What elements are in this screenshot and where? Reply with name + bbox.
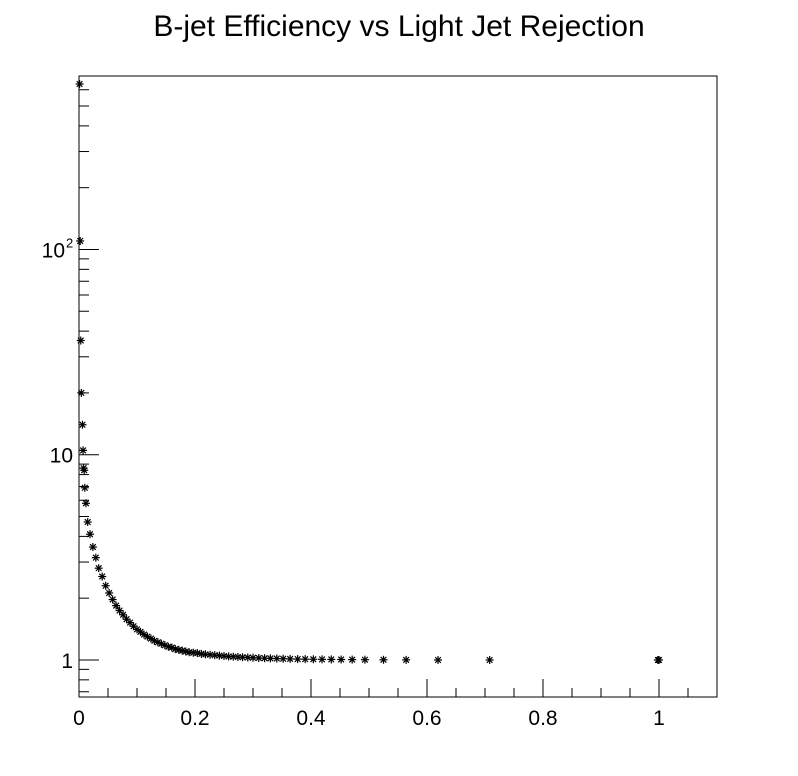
chart-title: B-jet Efficiency vs Light Jet Rejection [153, 10, 644, 43]
data-point [243, 653, 252, 662]
data-point [655, 655, 663, 664]
data-point [327, 655, 336, 664]
data-point [485, 655, 494, 664]
data-point [112, 601, 121, 610]
y-tick-exponent: 2 [66, 235, 73, 250]
data-point [348, 655, 357, 664]
data-point [293, 655, 302, 664]
data-point [379, 655, 388, 664]
data-point [301, 655, 310, 664]
data-point [360, 655, 369, 664]
data-point [88, 543, 97, 552]
x-tick-label: 0.2 [180, 707, 209, 730]
data-point [119, 610, 128, 619]
data-point [98, 572, 107, 581]
x-tick-label: 0.4 [296, 707, 326, 730]
data-point [101, 581, 110, 590]
x-tick-label: 0.6 [412, 707, 441, 730]
data-point [81, 499, 90, 508]
data-point [108, 595, 117, 604]
plot-frame [78, 75, 718, 698]
data-point [279, 654, 288, 663]
y-tick-label: 10 [42, 239, 65, 262]
data-point [78, 420, 87, 429]
data-point [86, 530, 95, 539]
x-tick-label: 1 [653, 707, 665, 730]
data-point [249, 653, 257, 662]
data-point [94, 564, 103, 573]
data-point [337, 655, 346, 664]
data-point [91, 553, 100, 562]
data-point [76, 336, 85, 345]
data-point [272, 654, 281, 663]
data-point [434, 655, 443, 664]
x-axis: 0 0.2 0.4 0.6 0.8 1 [73, 679, 718, 730]
data-point [76, 236, 85, 245]
data-point [80, 466, 89, 475]
data-point [79, 446, 88, 455]
data-point [83, 518, 92, 527]
data-point [75, 79, 84, 88]
x-tick-label: 0.8 [528, 707, 557, 730]
data-point [309, 655, 318, 664]
data-point [402, 655, 411, 664]
data-point [105, 588, 114, 597]
x-tick-label: 0 [73, 707, 85, 730]
y-tick-label: 10 [50, 445, 73, 468]
data-point [77, 388, 86, 397]
y-tick-label: 1 [61, 650, 73, 673]
data-point [254, 654, 263, 663]
data-points [75, 79, 663, 664]
data-point [80, 483, 89, 492]
data-point [318, 655, 327, 664]
data-point [286, 654, 295, 663]
